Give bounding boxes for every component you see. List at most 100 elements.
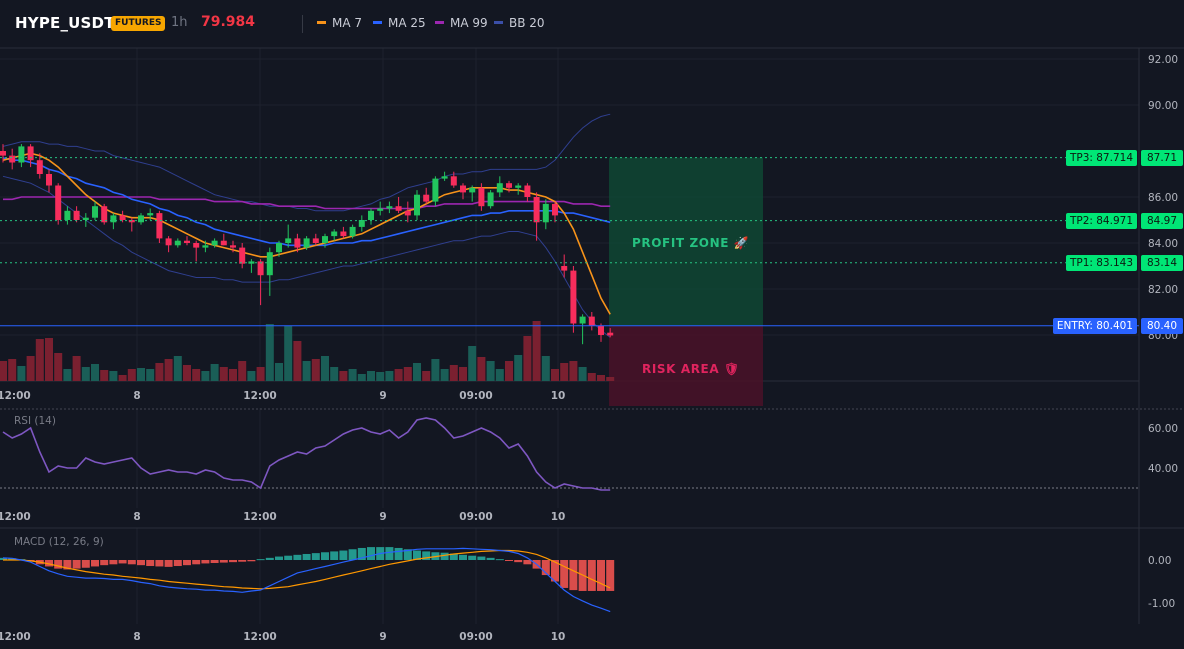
candle-body — [506, 183, 512, 188]
candle-body — [276, 243, 282, 253]
volume-bar — [514, 355, 523, 381]
price-tick-label: 90.00 — [1148, 100, 1178, 112]
legend-ma7[interactable]: MA 7 — [317, 16, 362, 30]
macd-signal-line — [3, 549, 611, 590]
candle-body — [588, 316, 595, 326]
volume-bar — [0, 361, 7, 381]
volume-bar — [100, 370, 109, 381]
ma99-line — [3, 196, 611, 210]
macd-histogram-bar — [477, 556, 486, 560]
candle-body — [607, 332, 614, 336]
candle-body — [0, 151, 6, 156]
legend-swatch — [373, 21, 382, 24]
time-tick-label: 8 — [133, 631, 140, 643]
legend-ma99[interactable]: MA 99 — [435, 16, 488, 30]
macd-histogram-bar — [91, 560, 99, 567]
volume-bar — [137, 368, 145, 381]
macd-histogram-bar — [173, 560, 182, 567]
macd-histogram-bar — [597, 560, 605, 591]
trade-zones — [609, 157, 763, 406]
volume-bar — [256, 367, 265, 381]
macd-histogram-bar — [0, 557, 7, 560]
candle-body — [487, 192, 494, 207]
axes: 92.00 90.00 86.00 84.00 82.00 8 0.00 60.00 40.00… — [0, 54, 1178, 643]
legend-ma25[interactable]: MA 25 — [373, 16, 426, 30]
candle-body — [110, 215, 117, 223]
candle-body — [27, 146, 34, 161]
candle-body — [101, 206, 108, 223]
price-tick-label: 84.00 — [1148, 238, 1178, 250]
last-price: 79.984 — [201, 14, 256, 30]
time-tick-label: 10 — [551, 631, 566, 643]
volume-bar — [164, 359, 173, 381]
candle-body — [598, 325, 604, 335]
tp3-tag[interactable]: TP3: 87.714 — [1065, 150, 1137, 166]
macd-histogram-bar — [81, 560, 90, 568]
timeframe[interactable]: 1h — [171, 15, 188, 30]
volume-bar — [560, 363, 569, 381]
macd-histogram-bar — [413, 550, 421, 560]
macd-histogram-bar — [146, 560, 155, 567]
volume-bar — [486, 361, 495, 381]
volume-bar — [440, 369, 449, 381]
macd-histogram-bar — [367, 547, 375, 560]
profit-zone-label: PROFIT ZONE 🚀 — [632, 236, 750, 250]
time-tick-label: 8 — [133, 511, 140, 523]
legend-label: MA 7 — [332, 16, 363, 30]
time-tick-label: 09:00 — [459, 511, 492, 523]
candle-body — [303, 238, 310, 248]
candle-body — [156, 213, 163, 239]
candle-body — [478, 187, 485, 207]
volume-bar — [45, 338, 53, 381]
bb-upper-line — [2, 113, 611, 212]
macd-histogram-bar — [551, 560, 559, 582]
candle-body — [174, 240, 181, 246]
candle-body — [239, 247, 246, 264]
macd-histogram-bar — [192, 560, 201, 565]
volume-bar — [201, 371, 210, 381]
risk-area — [609, 325, 763, 406]
macd-histogram-bar — [164, 560, 173, 567]
entry-tag[interactable]: ENTRY: 80.401 — [1052, 318, 1137, 334]
volume-bar — [468, 346, 477, 381]
macd-histogram-bar — [45, 560, 53, 567]
candle-body — [404, 210, 411, 216]
macd-histogram-bar — [284, 555, 293, 560]
macd-histogram-bar — [321, 552, 329, 560]
price-tick-label: 86.00 — [1148, 192, 1178, 204]
volume-bar — [265, 324, 274, 381]
candle-body — [165, 238, 172, 246]
candle-body — [64, 210, 71, 220]
legend-bb20[interactable]: BB 20 — [494, 16, 545, 30]
volume-bars — [0, 321, 615, 381]
candle-body — [18, 146, 25, 163]
symbol-name[interactable]: HYPE_USDT — [15, 14, 115, 32]
volume-bar — [532, 321, 541, 381]
candle-body — [36, 160, 43, 174]
chart-header: HYPE_USDT FUTURES 1h 79.984 MA 7 MA 25 M… — [0, 0, 1184, 48]
volume-bar — [8, 359, 17, 381]
macd-histogram-bar — [155, 560, 164, 567]
macd-histogram-bar — [403, 549, 412, 560]
candle-body — [515, 185, 522, 188]
legend-swatch — [435, 21, 444, 24]
candle-body — [257, 261, 264, 276]
tp2-tag[interactable]: TP2: 84.971 — [1065, 213, 1137, 229]
macd-histogram-bar — [265, 557, 274, 560]
macd-histogram-bar — [118, 560, 127, 564]
volume-bar — [449, 365, 458, 381]
candles — [0, 144, 614, 345]
candle-body — [211, 240, 218, 246]
tp1-tag[interactable]: TP1: 83.143 — [1065, 255, 1137, 271]
volume-bar — [173, 356, 182, 381]
volume-bar — [394, 369, 403, 381]
macd-title: MACD (12, 26, 9) — [14, 536, 104, 548]
volume-bar — [376, 372, 385, 381]
macd-histogram-bar — [72, 560, 81, 569]
volume-bar — [210, 364, 219, 381]
candle-body — [331, 231, 338, 237]
macd-histogram-bar — [495, 559, 504, 561]
volume-bar — [293, 341, 302, 381]
volume-bar — [219, 367, 228, 381]
